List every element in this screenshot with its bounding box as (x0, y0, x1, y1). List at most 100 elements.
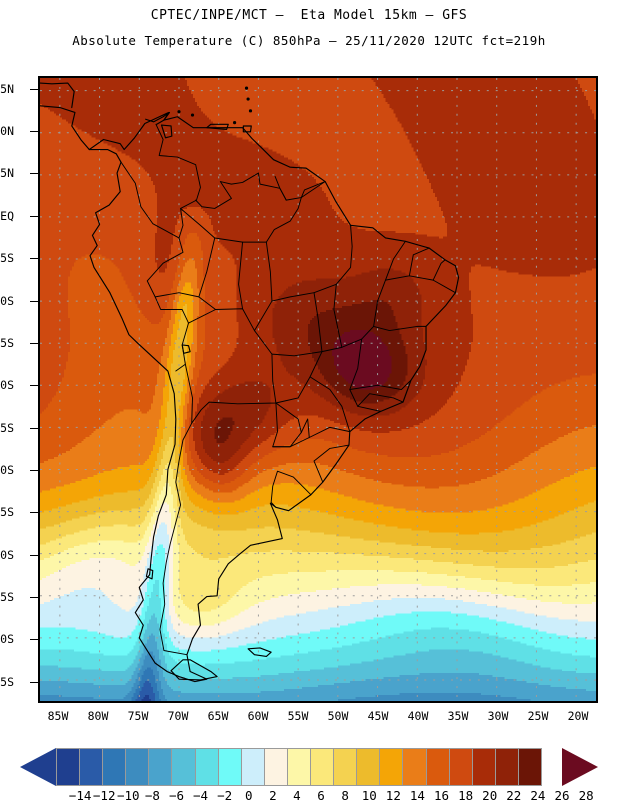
colorbar-swatch-6 (194, 748, 219, 786)
island-marker (190, 113, 195, 117)
colorbar-label-8: 8 (341, 788, 349, 803)
map-lines (40, 82, 460, 683)
coastline (40, 82, 75, 109)
latitude-label-10S: 10S (0, 293, 14, 308)
colorbar-swatch-11 (310, 748, 335, 786)
island-marker (177, 110, 181, 114)
longitude-label-80W: 80W (87, 709, 109, 723)
colorbar-swatch-9 (263, 748, 288, 786)
longitude-label-55W: 55W (287, 709, 309, 723)
colorbar-label-10: 10 (361, 788, 377, 803)
colorbar-label-20: 20 (482, 788, 498, 803)
island-marker (246, 97, 250, 101)
latitude-tick (30, 342, 38, 344)
colorbar-swatch-4 (148, 748, 173, 786)
island-marker (233, 121, 237, 125)
colorbar-swatch-8 (240, 748, 265, 786)
colorbar-swatch-19 (494, 748, 519, 786)
colorbar-label--10: −10 (116, 788, 140, 803)
colorbar-label-12: 12 (385, 788, 401, 803)
longitude-label-65W: 65W (207, 709, 229, 723)
country-border (257, 172, 326, 201)
country-border (253, 241, 273, 332)
longitude-label-70W: 70W (167, 709, 189, 723)
colorbar-min-arrow-shape (20, 748, 56, 786)
colorbar-swatch-2 (102, 748, 127, 786)
colorbar-label--2: −2 (217, 788, 233, 803)
longitude-label-50W: 50W (327, 709, 349, 723)
colorbar-label-4: 4 (293, 788, 301, 803)
country-border (432, 259, 446, 281)
colorbar-label--8: −8 (144, 788, 160, 803)
country-border (408, 247, 430, 277)
latitude-label-5S: 5S (0, 251, 14, 266)
colorbar-swatch-20 (517, 748, 542, 786)
latitude-tick (30, 258, 38, 260)
country-border (357, 393, 404, 407)
latitude-label-30S: 30S (0, 462, 14, 477)
country-border (349, 379, 412, 390)
longitude-label-25W: 25W (527, 709, 549, 723)
country-border (313, 444, 350, 483)
latitude-label-EQ: EQ (0, 208, 14, 223)
country-border (272, 418, 310, 448)
latitude-tick (30, 554, 38, 556)
colorbar-label-18: 18 (458, 788, 474, 803)
latitude-label-25S: 25S (0, 420, 14, 435)
colorbar-label--12: −12 (92, 788, 116, 803)
country-border (275, 292, 323, 404)
coastline (170, 659, 218, 681)
colorbar-label-0: 0 (244, 788, 253, 803)
latitude-tick (30, 385, 38, 387)
country-border (146, 237, 190, 372)
latitude-tick (30, 639, 38, 641)
colorbar: −14 −12 −10 −8 −6 −4 −2 0 2 4 6 8 10 12 14 16 18 20 22 24 26… (0, 744, 618, 803)
country-border (333, 283, 343, 348)
map-overlay (40, 78, 596, 701)
colorbar-label-14: 14 (409, 788, 425, 803)
country-border (308, 426, 351, 438)
country-border (271, 224, 353, 302)
longitude-label-30W: 30W (487, 709, 509, 723)
country-border (385, 275, 456, 294)
country-border (195, 172, 259, 209)
colorbar-label--4: −4 (193, 788, 209, 803)
country-border (120, 123, 201, 239)
colorbar-label-24: 24 (530, 788, 546, 803)
chart-title-block: CPTEC/INPE/MCT — Eta Model 15km — GFS Ab… (0, 0, 618, 48)
longitude-label-20W: 20W (567, 709, 589, 723)
colorbar-label--14: −14 (68, 788, 92, 803)
country-border (274, 175, 287, 201)
longitude-label-35W: 35W (447, 709, 469, 723)
colorbar-swatch-16 (425, 748, 450, 786)
colorbar-swatch-18 (471, 748, 496, 786)
colorbar-swatch-14 (379, 748, 404, 786)
gridlines (40, 78, 596, 701)
latitude-tick (30, 173, 38, 175)
colorbar-swatch-10 (286, 748, 312, 786)
colorbar-swatch-7 (217, 748, 242, 786)
country-border (154, 292, 217, 310)
coastline (40, 105, 90, 151)
coastline (247, 647, 272, 657)
coastline-and-gridlines (40, 78, 596, 701)
country-border (349, 338, 382, 412)
colorbar-max-arrow (562, 748, 598, 786)
colorbar-label--6: −6 (168, 788, 184, 803)
longitude-label-45W: 45W (367, 709, 389, 723)
colorbar-swatch-15 (402, 748, 427, 786)
latitude-tick (30, 88, 38, 90)
longitude-label-60W: 60W (247, 709, 269, 723)
country-border (373, 240, 406, 327)
country-border (184, 308, 277, 424)
country-border (272, 402, 302, 448)
colorbar-label-6: 6 (317, 788, 325, 803)
temperature-field (40, 78, 596, 701)
colorbar-swatch-13 (356, 748, 381, 786)
latitude-tick (30, 469, 38, 471)
latitude-label-15S: 15S (0, 335, 14, 350)
latitude-tick (30, 597, 38, 599)
island-marker (248, 109, 253, 113)
colorbar-min-arrow (20, 748, 56, 786)
colorbar-swatch-17 (448, 748, 473, 786)
